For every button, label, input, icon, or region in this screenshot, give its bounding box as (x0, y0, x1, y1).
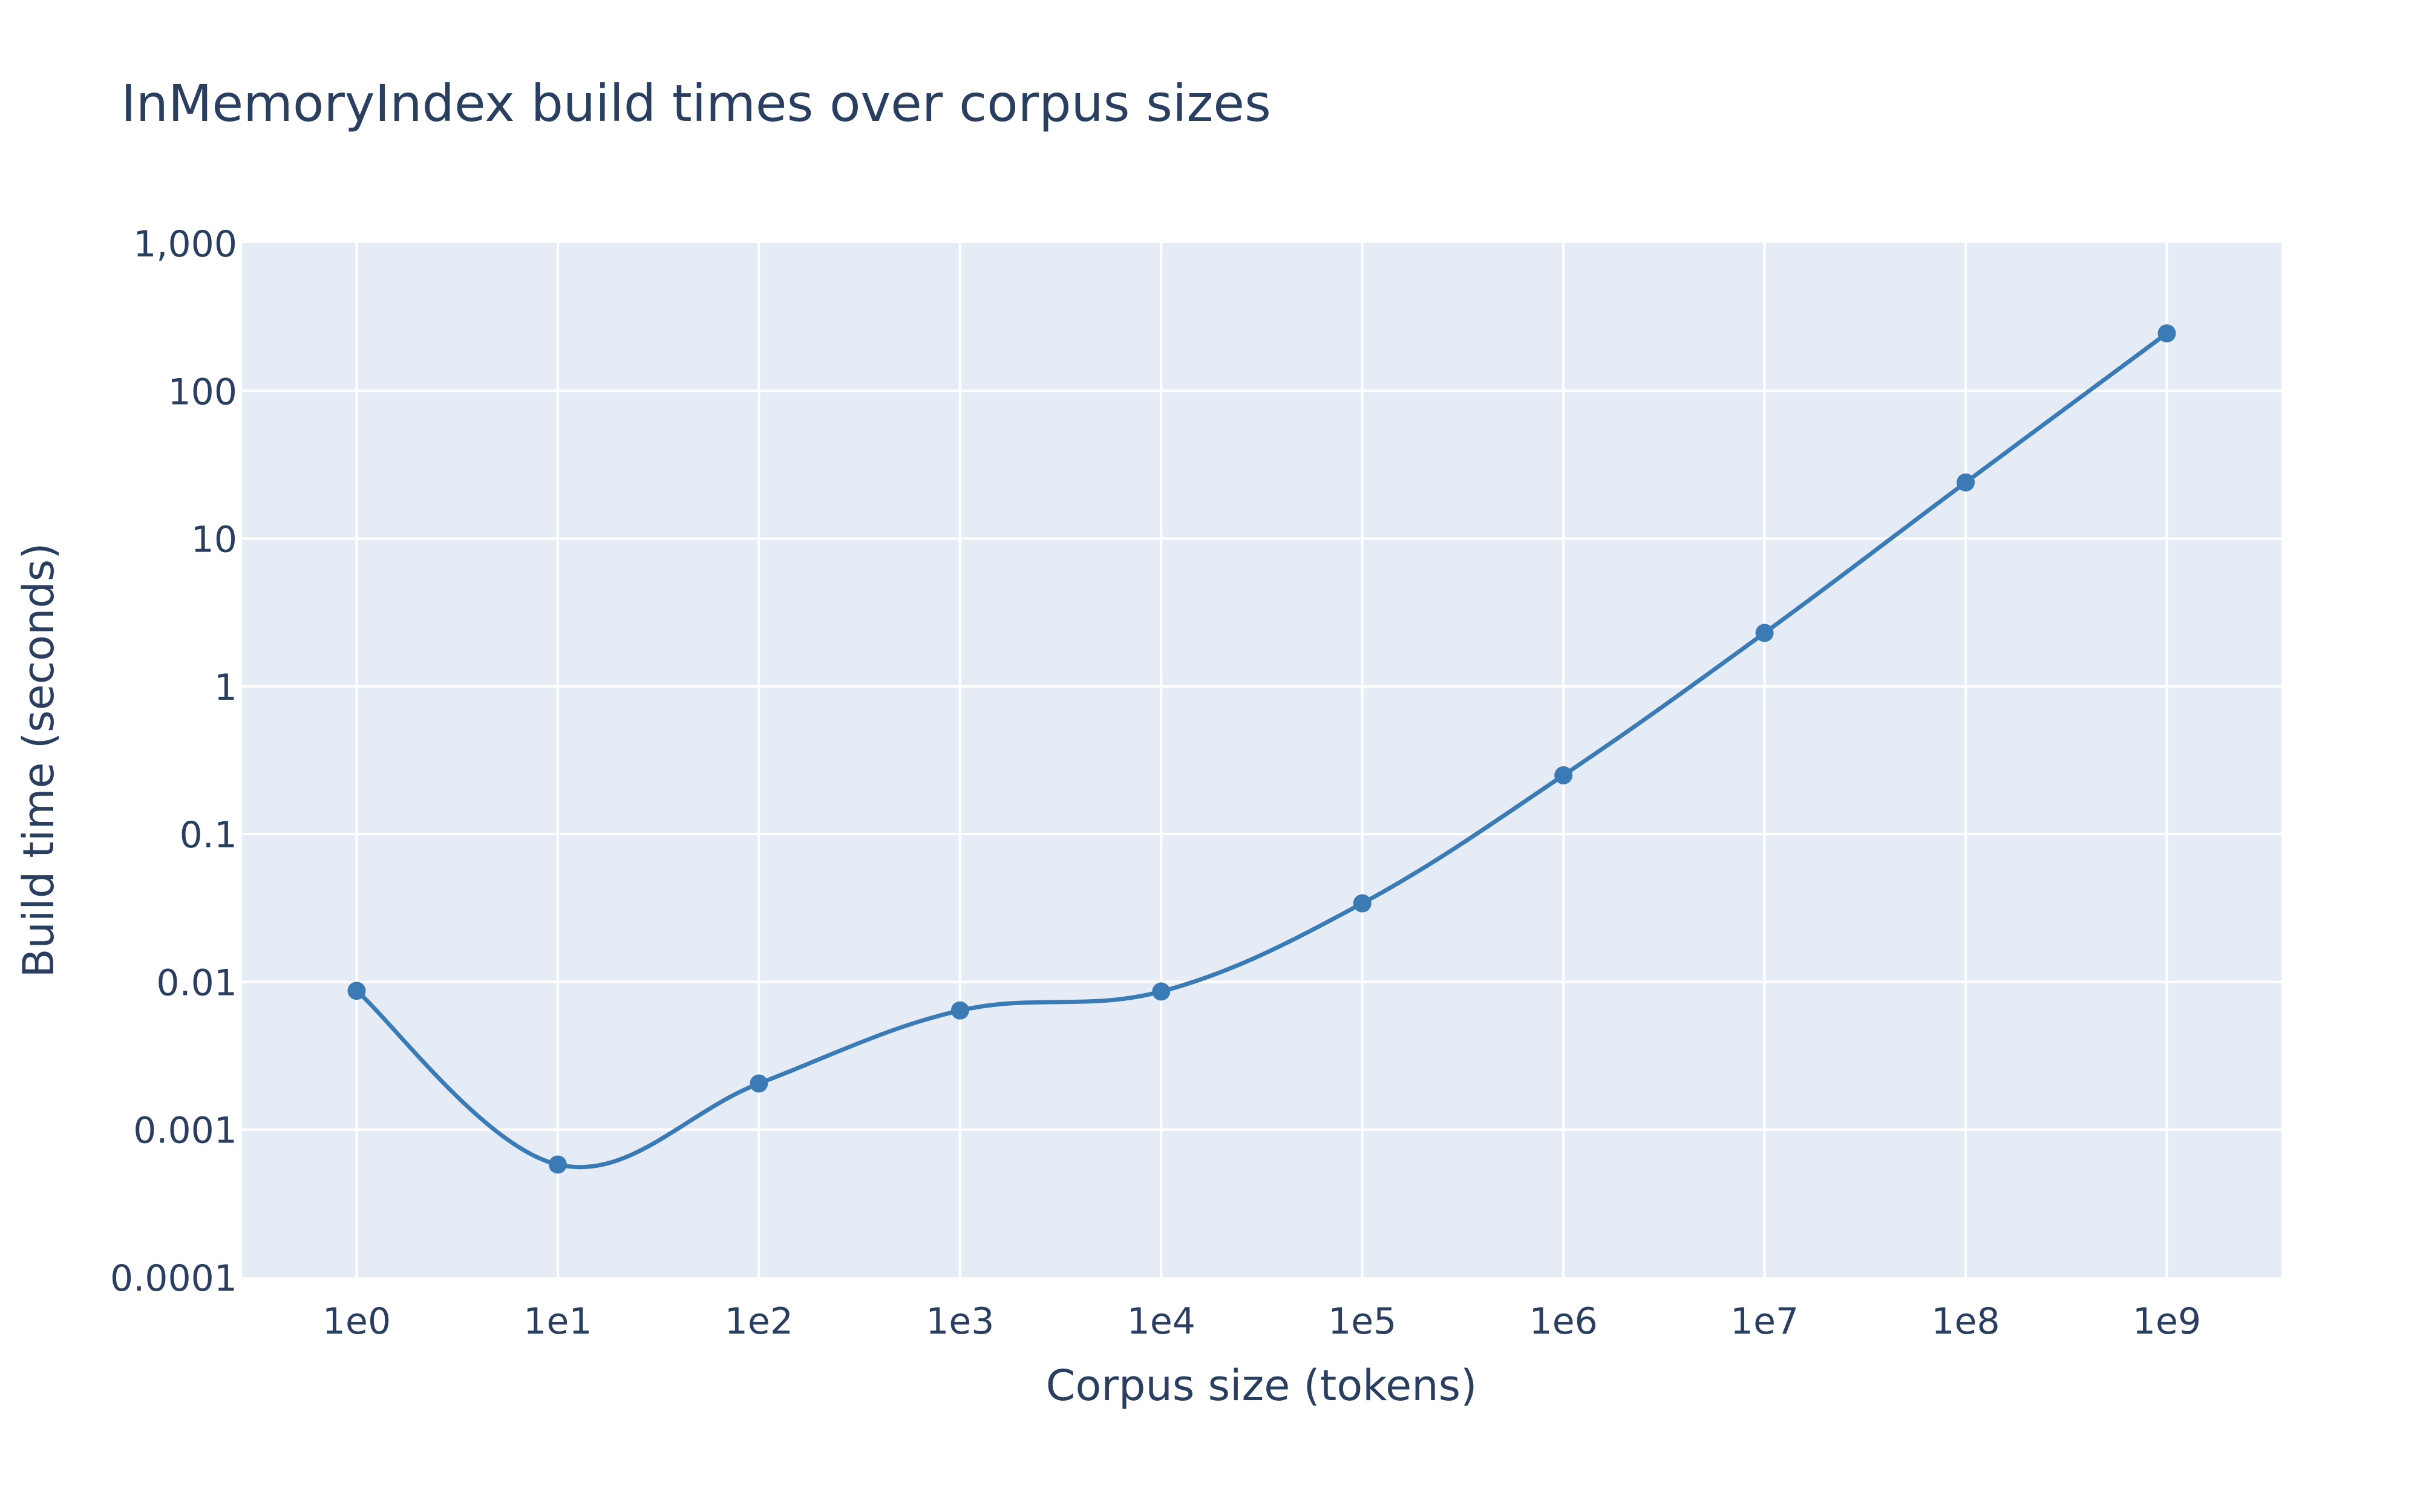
x-tick-label: 1e0 (322, 1300, 391, 1343)
data-point (1152, 982, 1171, 1001)
x-tick-label: 1e1 (523, 1300, 592, 1343)
x-tick-label: 1e3 (926, 1300, 994, 1343)
y-tick-label: 1 (214, 666, 237, 709)
y-tick-label: 1,000 (133, 223, 237, 266)
data-point (1957, 473, 1975, 492)
x-tick-label: 1e8 (1931, 1300, 2000, 1343)
y-tick-label: 0.001 (133, 1110, 237, 1152)
x-tick-label: 1e5 (1328, 1300, 1396, 1343)
data-point (750, 1074, 768, 1093)
x-tick-label: 1e4 (1127, 1300, 1195, 1343)
y-tick-labels: 0.0001 0.001 0.01 0.1 1 10 100 1,000 (110, 223, 237, 1300)
x-tick-label: 1e9 (2133, 1300, 2201, 1343)
y-axis-title: Build time (seconds) (14, 543, 64, 977)
y-tick-label: 10 (191, 519, 237, 561)
x-tick-label: 1e6 (1529, 1300, 1598, 1343)
plot-area (242, 243, 2281, 1277)
x-axis-title: Corpus size (tokens) (1046, 1361, 1477, 1410)
data-point (1755, 624, 1774, 642)
x-tick-label: 1e7 (1730, 1300, 1799, 1343)
series-markers (347, 324, 2176, 1174)
series-line (354, 331, 2170, 1170)
y-tick-label: 0.01 (156, 962, 237, 1004)
data-point (548, 1155, 567, 1174)
data-point (1353, 894, 1372, 913)
y-gridlines (242, 389, 2281, 1131)
chart-title: InMemoryIndex build times over corpus si… (121, 74, 1271, 133)
x-tick-labels: 1e0 1e1 1e2 1e3 1e4 1e5 1e6 1e7 1e8 1e9 (322, 1300, 2201, 1343)
y-tick-label: 0.1 (180, 814, 237, 856)
y-tick-label: 0.0001 (110, 1257, 237, 1300)
data-point (950, 1001, 969, 1020)
data-point (347, 982, 366, 1000)
y-tick-label: 100 (168, 371, 237, 413)
data-point (1554, 766, 1573, 784)
x-tick-label: 1e2 (725, 1300, 793, 1343)
x-gridlines (355, 243, 2168, 1277)
data-point (2157, 324, 2176, 343)
